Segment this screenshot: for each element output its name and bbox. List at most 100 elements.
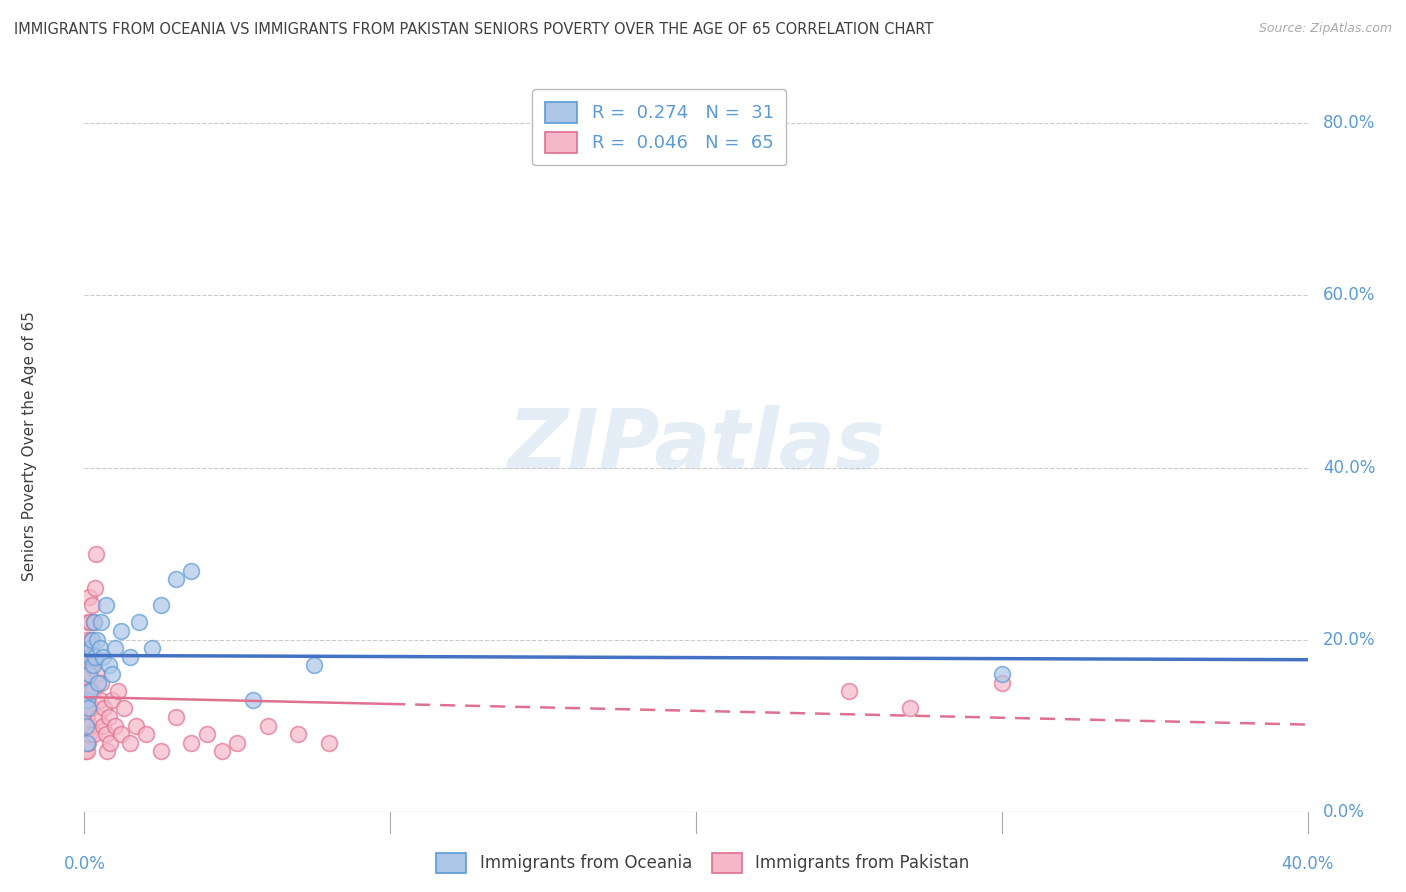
Point	[125, 719, 148, 733]
Point	[89, 641, 111, 656]
Point	[141, 641, 163, 656]
Point	[257, 719, 280, 733]
Point	[80, 632, 103, 647]
Point	[75, 736, 97, 750]
Point	[97, 710, 120, 724]
Point	[77, 736, 100, 750]
Point	[86, 667, 108, 681]
Point	[77, 658, 100, 673]
Point	[80, 598, 103, 612]
Point	[91, 719, 114, 733]
Point	[79, 684, 101, 698]
Point	[195, 727, 218, 741]
Point	[73, 727, 96, 741]
Point	[128, 615, 150, 630]
Point	[76, 615, 98, 630]
Point	[149, 598, 172, 612]
Legend: R =  0.274   N =  31, R =  0.046   N =  65: R = 0.274 N = 31, R = 0.046 N = 65	[531, 89, 786, 165]
Point	[79, 719, 101, 733]
Text: 0.0%: 0.0%	[63, 855, 105, 872]
Point	[87, 710, 110, 724]
Point	[79, 649, 101, 664]
Text: 40.0%: 40.0%	[1323, 458, 1375, 476]
Point	[79, 667, 101, 681]
Point	[120, 649, 142, 664]
Point	[94, 727, 117, 741]
Point	[75, 684, 97, 698]
Text: 0.0%: 0.0%	[1323, 803, 1365, 821]
Point	[135, 727, 157, 741]
Point	[90, 615, 112, 630]
Point	[83, 615, 105, 630]
Point	[98, 736, 121, 750]
Point	[104, 641, 127, 656]
Point	[79, 615, 101, 630]
Point	[318, 736, 340, 750]
Point	[90, 675, 112, 690]
Text: 20.0%: 20.0%	[1323, 631, 1375, 648]
Point	[93, 701, 115, 715]
Point	[76, 667, 98, 681]
Point	[112, 701, 135, 715]
Point	[84, 547, 107, 561]
Point	[80, 632, 103, 647]
Point	[94, 598, 117, 612]
Point	[76, 710, 98, 724]
Legend: Immigrants from Oceania, Immigrants from Pakistan: Immigrants from Oceania, Immigrants from…	[430, 847, 976, 880]
Point	[75, 719, 97, 733]
Point	[110, 727, 132, 741]
Text: Source: ZipAtlas.com: Source: ZipAtlas.com	[1258, 22, 1392, 36]
Point	[77, 667, 100, 681]
Point	[149, 744, 172, 758]
Point	[211, 744, 233, 758]
Point	[84, 581, 107, 595]
Point	[79, 684, 101, 698]
Point	[120, 736, 142, 750]
Text: 60.0%: 60.0%	[1323, 286, 1375, 304]
Point	[75, 744, 97, 758]
Point	[82, 658, 104, 673]
Point	[838, 684, 860, 698]
Point	[990, 675, 1012, 690]
Point	[165, 710, 187, 724]
Point	[76, 649, 98, 664]
Point	[898, 701, 921, 715]
Point	[101, 667, 124, 681]
Point	[76, 675, 98, 690]
Point	[75, 719, 97, 733]
Point	[180, 564, 202, 578]
Point	[77, 727, 100, 741]
Point	[83, 727, 105, 741]
Point	[107, 684, 129, 698]
Point	[89, 693, 111, 707]
Point	[287, 727, 309, 741]
Point	[165, 573, 187, 587]
Point	[77, 590, 100, 604]
Point	[76, 684, 98, 698]
Point	[302, 658, 325, 673]
Point	[96, 744, 118, 758]
Point	[990, 667, 1012, 681]
Point	[101, 693, 124, 707]
Point	[76, 693, 98, 707]
Text: ZIPatlas: ZIPatlas	[508, 406, 884, 486]
Point	[87, 675, 110, 690]
Point	[83, 615, 105, 630]
Point	[97, 658, 120, 673]
Point	[110, 624, 132, 638]
Point	[80, 641, 103, 656]
Point	[80, 701, 103, 715]
Point	[77, 693, 100, 707]
Point	[91, 649, 114, 664]
Point	[75, 710, 97, 724]
Point	[76, 632, 98, 647]
Text: 40.0%: 40.0%	[1281, 855, 1334, 872]
Point	[226, 736, 249, 750]
Text: IMMIGRANTS FROM OCEANIA VS IMMIGRANTS FROM PAKISTAN SENIORS POVERTY OVER THE AGE: IMMIGRANTS FROM OCEANIA VS IMMIGRANTS FR…	[14, 22, 934, 37]
Point	[104, 719, 127, 733]
Point	[86, 632, 108, 647]
Point	[80, 658, 103, 673]
Text: Seniors Poverty Over the Age of 65: Seniors Poverty Over the Age of 65	[22, 311, 37, 581]
Point	[76, 701, 98, 715]
Text: 80.0%: 80.0%	[1323, 114, 1375, 132]
